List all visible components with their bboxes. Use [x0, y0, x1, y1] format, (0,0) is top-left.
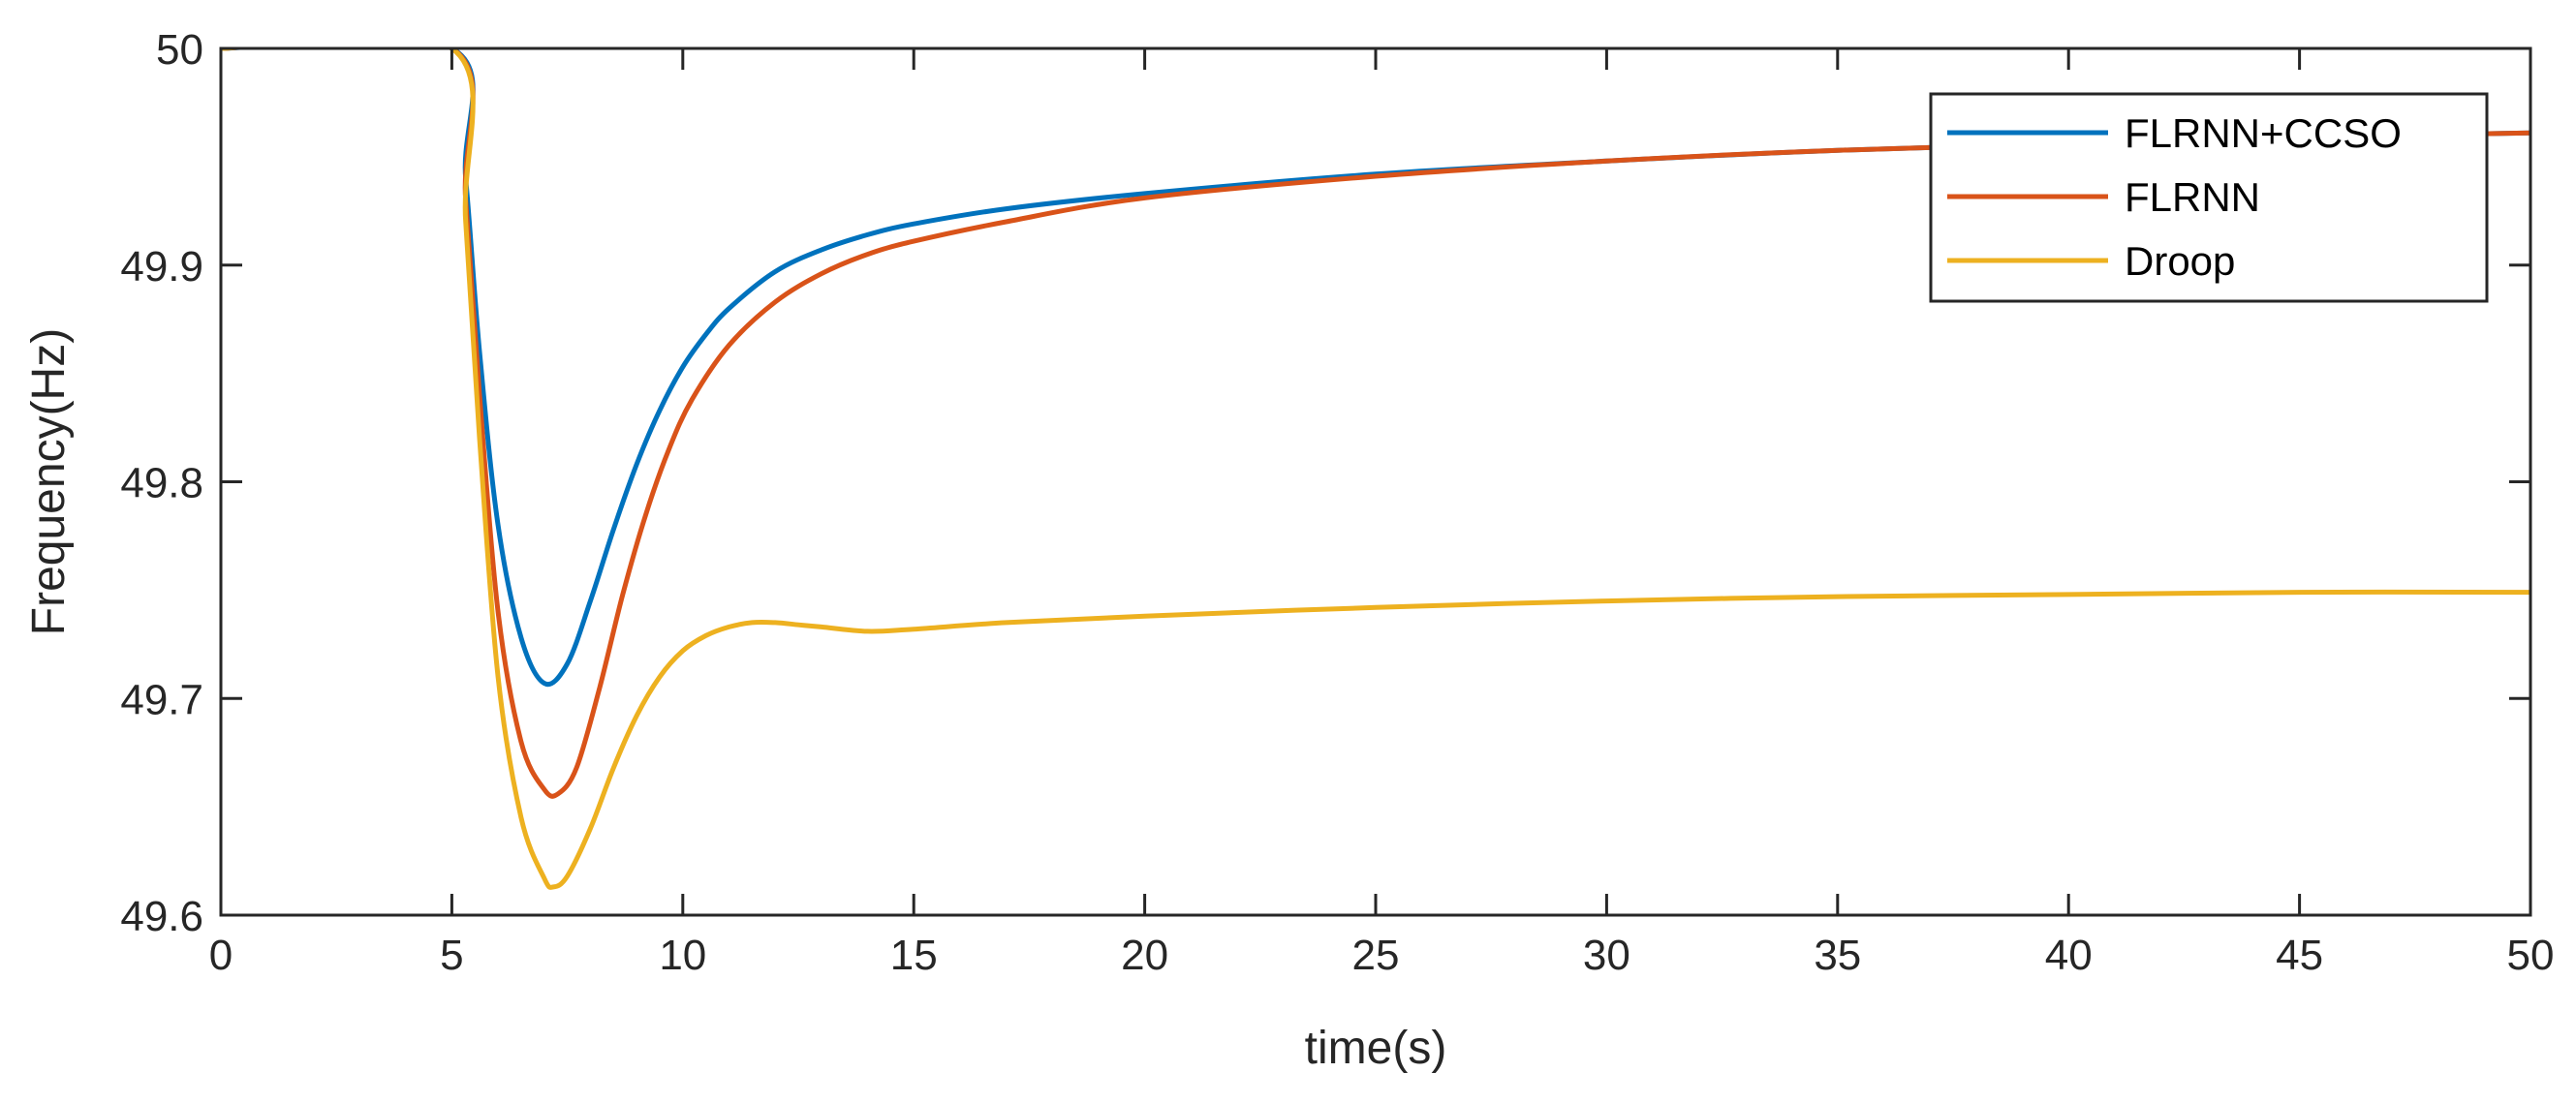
legend-label: FLRNN — [2125, 174, 2260, 220]
x-tick-label: 15 — [890, 932, 938, 979]
series-line-flrnn — [221, 48, 2530, 799]
y-tick-label: 49.9 — [120, 243, 203, 291]
legend-label: Droop — [2125, 238, 2235, 284]
x-tick-label: 50 — [2507, 932, 2555, 979]
x-tick-label: 35 — [1814, 932, 1861, 979]
x-tick-label: 0 — [209, 932, 233, 979]
x-tick-label: 25 — [1352, 932, 1400, 979]
y-tick-label: 49.8 — [120, 460, 203, 507]
x-tick-label: 5 — [440, 932, 463, 979]
x-tick-label: 30 — [1583, 932, 1630, 979]
y-tick-label: 49.6 — [120, 893, 203, 940]
y-tick-label: 49.7 — [120, 676, 203, 723]
series-line-droop — [221, 48, 2530, 890]
y-tick-label: 50 — [156, 26, 203, 74]
y-axis-label: Frequency(Hz) — [23, 328, 75, 635]
x-tick-label: 10 — [659, 932, 706, 979]
x-tick-label: 45 — [2276, 932, 2323, 979]
ticks-group: 0 5 10 15 20 25 30 35 40 45 50 49.6 49.7 49.8 49.9 50 — [120, 26, 2554, 979]
legend: FLRNN+CCSO FLRNN Droop — [1929, 92, 2489, 303]
x-axis-label: time(s) — [1305, 1023, 1447, 1074]
series-group — [221, 48, 2530, 890]
x-tick-label: 20 — [1121, 932, 1168, 979]
x-tick-label: 40 — [2045, 932, 2093, 979]
legend-label: FLRNN+CCSO — [2125, 110, 2402, 156]
